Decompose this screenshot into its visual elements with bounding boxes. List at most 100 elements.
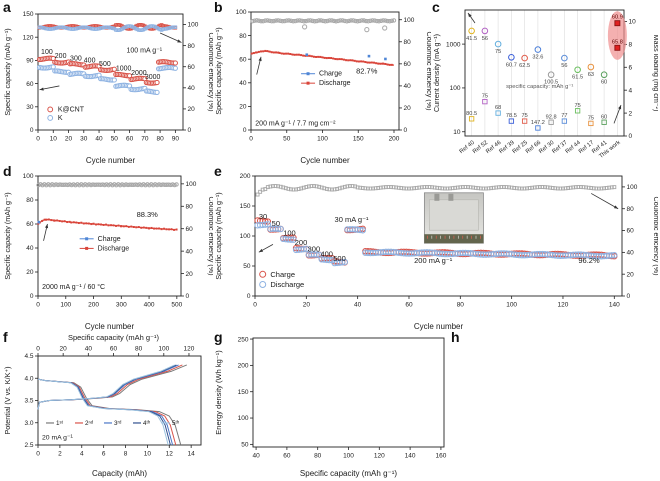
capacity-label: 77 (561, 113, 567, 119)
data-point (349, 59, 352, 62)
capacity-label: 75 (522, 113, 528, 119)
discharge-curve (37, 378, 169, 446)
y-axis-label: Potential (V vs. K/K⁺) (3, 366, 12, 434)
panel-d: d 0 100 200 300 400 500 0 20 40 60 80 100 0 20 40 60 80 10… (2, 163, 213, 332)
panel-e: e 0 20 40 60 80 100 120 140 0 50 100 150 200 0 20 40 60 80… (213, 163, 658, 332)
data-point (325, 57, 328, 60)
chart-text: 2 (629, 110, 633, 117)
data-point (333, 19, 339, 24)
chart-text: 4 (80, 451, 84, 458)
data-point (254, 18, 259, 23)
data-point (346, 18, 352, 24)
chart-text: 20 (60, 346, 68, 353)
data-point (357, 18, 362, 24)
highlight-ellipse (607, 11, 627, 60)
data-point (482, 98, 488, 105)
data-point (158, 227, 161, 230)
data-point (374, 18, 380, 24)
data-point (387, 19, 392, 24)
chart-text: 90 (172, 136, 180, 143)
chart-text: 80 (156, 136, 164, 143)
data-point (391, 18, 397, 23)
data-point (295, 18, 300, 23)
charge-curve (37, 364, 179, 410)
data-point (105, 223, 108, 226)
chart-text: 14 (188, 451, 196, 458)
capacity-label: 60 (601, 80, 607, 86)
legend-item: Discharge (319, 80, 351, 87)
data-point (37, 222, 40, 225)
x-axis-label: Cycle number (86, 156, 136, 165)
legend-item: Discharge (270, 280, 304, 289)
data-point (173, 228, 176, 231)
rate-label: 200 mA g⁻¹ (414, 256, 453, 265)
data-point (342, 58, 345, 61)
data-point (382, 25, 388, 31)
chart-text: 0 (30, 293, 34, 300)
data-point (308, 54, 311, 57)
data-point (132, 226, 135, 229)
data-point (297, 53, 300, 56)
data-point (353, 59, 356, 62)
rate-label: 30 (259, 212, 267, 221)
data-point (302, 54, 305, 57)
chart-text: 60 (405, 302, 413, 309)
data-point (370, 61, 373, 64)
data-point (110, 224, 113, 227)
chart-text: 20 (303, 302, 311, 309)
rate-label: 30 mA g⁻¹ (335, 215, 369, 224)
x-axis-label: Capacity (mAh) (92, 469, 147, 478)
legend-item: K@CNT (58, 106, 85, 113)
capacity-label: 56 (561, 63, 567, 69)
data-point (345, 59, 348, 62)
data-point (359, 18, 365, 23)
y2-axis-label: Coulombic efficiency (%) (425, 32, 431, 111)
chart-text: 1000 (446, 41, 461, 48)
chart-text: 140 (609, 302, 620, 309)
chart-text: 50 (241, 442, 249, 449)
data-point (319, 55, 322, 58)
panel-letter-b: b (214, 0, 223, 15)
data-point (266, 50, 269, 53)
panel-letter-d: d (3, 163, 12, 179)
data-point (75, 221, 78, 224)
data-point (102, 223, 105, 226)
capacity-label: 60.7 (506, 62, 517, 68)
data-point (608, 252, 615, 259)
data-point (494, 40, 502, 48)
chart-text: 10 (144, 451, 152, 458)
data-point (170, 228, 173, 231)
capacity-label: 56 (482, 36, 488, 42)
chart-text: 80 (26, 197, 34, 204)
panel-f-chart: 0 2 4 6 8 10 12 142.53.03.54.04.50 20 40 60 80 100 12… (3, 333, 202, 478)
data-point (305, 53, 309, 57)
data-point (357, 226, 364, 234)
data-point (386, 63, 389, 66)
data-point (174, 182, 179, 187)
units-note: specific capacity: mAh g⁻¹ (506, 84, 573, 90)
data-point (341, 258, 349, 266)
data-point (145, 226, 148, 229)
data-point (355, 60, 358, 63)
rate-label: 50 (272, 219, 280, 228)
rate-label: 2000 (131, 70, 147, 77)
rate-label: 1000 (116, 65, 132, 72)
chart-text: 200 (389, 136, 400, 143)
chart-text: 100 (627, 184, 638, 191)
chart-text: 6 (629, 64, 633, 71)
chart-text: 100 (188, 22, 199, 29)
chart-text: 0 (404, 127, 408, 134)
rate-label: 500 (99, 61, 111, 68)
rate-label: 3000 (145, 74, 161, 81)
capacity-label: 61.5 (572, 75, 583, 81)
panel-letter-g: g (214, 329, 223, 345)
panel-b-chart: 0 50 100 150 200 0 20 40 60 80 100 0 20 40 60 80 100 Cycl… (214, 9, 431, 165)
capacity-label: 68 (495, 105, 501, 111)
chart-text: 20 (239, 104, 247, 111)
data-point (314, 18, 319, 24)
data-point (611, 251, 618, 259)
chart-text: 60 (239, 56, 247, 63)
chart-text: 0 (36, 346, 40, 353)
chart-text: 40 (627, 250, 635, 257)
data-point (260, 50, 263, 53)
